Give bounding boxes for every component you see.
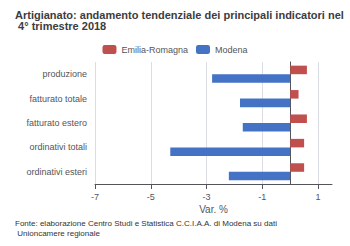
svg-text:Modena: Modena	[215, 45, 248, 55]
svg-text:4° trimestre 2018: 4° trimestre 2018	[15, 20, 106, 32]
svg-text:Artigianato: andamento tendenz: Artigianato: andamento tendenziale dei p…	[15, 8, 344, 21]
svg-text:produzione: produzione	[42, 69, 87, 79]
svg-text:ordinativi totali: ordinativi totali	[29, 142, 87, 152]
svg-text:-1: -1	[258, 192, 266, 202]
svg-text:ordinativi esteri: ordinativi esteri	[26, 167, 87, 177]
svg-text:Unioncamere regionale: Unioncamere regionale	[15, 229, 100, 238]
svg-text:Emilia-Romagna: Emilia-Romagna	[121, 45, 188, 55]
svg-text:fatturato estero: fatturato estero	[26, 118, 87, 128]
svg-text:Fonte: elaborazione Centro Stu: Fonte: elaborazione Centro Studi e Stati…	[15, 219, 277, 228]
svg-text:1: 1	[316, 192, 321, 202]
svg-text:-3: -3	[203, 192, 211, 202]
svg-text:Var. %: Var. %	[199, 204, 228, 215]
svg-text:-5: -5	[147, 192, 155, 202]
svg-text:fatturato totale: fatturato totale	[29, 94, 87, 104]
svg-text:-7: -7	[91, 192, 99, 202]
